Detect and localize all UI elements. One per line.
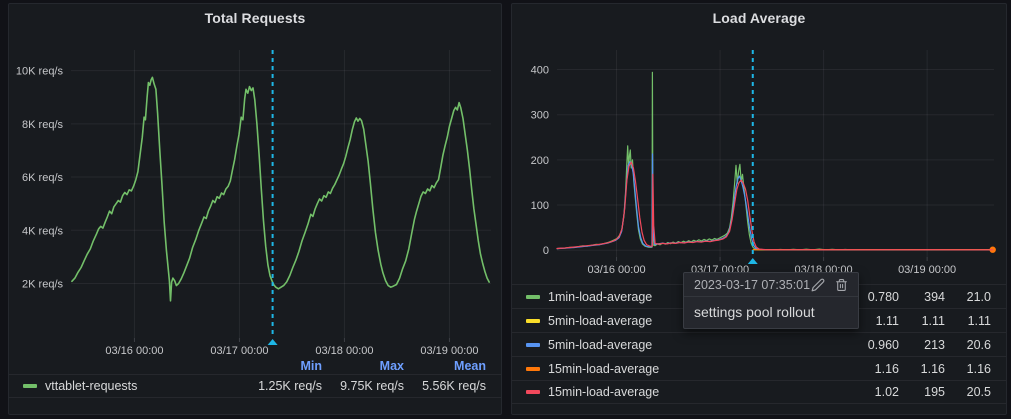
- legend-header: Min Max Mean: [9, 358, 501, 374]
- series-max: 1.16: [920, 361, 945, 376]
- series-swatch[interactable]: [526, 342, 540, 347]
- svg-text:6K req/s: 6K req/s: [22, 172, 63, 184]
- svg-text:200: 200: [531, 155, 549, 167]
- panel-title-load-average[interactable]: Load Average: [712, 10, 806, 26]
- series-mean: 1.16: [966, 361, 991, 376]
- series-min: 1.11: [875, 313, 899, 328]
- series-name: 1min-load-average: [548, 289, 653, 304]
- annotation-timestamp: 2023-03-17 07:35:01: [694, 278, 811, 292]
- series-swatch[interactable]: [526, 318, 540, 323]
- series-name: 5min-load-average: [548, 313, 653, 328]
- svg-text:4K req/s: 4K req/s: [22, 225, 63, 237]
- series-min: 1.16: [874, 361, 899, 376]
- legend-row-vttablet-requests: vttablet-requests 1.25K req/s 9.75K req/…: [9, 374, 501, 398]
- series-mean: 1.11: [967, 313, 991, 328]
- annotation-tooltip-header: 2023-03-17 07:35:01: [684, 273, 858, 297]
- series-min: 1.25K req/s: [258, 379, 322, 393]
- legend-row-5min-load-average: 5min-load-average 0.960 213 20.6: [512, 332, 1006, 356]
- series-min: 1.02: [874, 385, 899, 399]
- svg-text:400: 400: [531, 65, 549, 77]
- series-mean: 5.56K req/s: [422, 379, 486, 393]
- series-max: 394: [924, 289, 945, 304]
- series-min: 0.960: [867, 337, 899, 352]
- svg-text:2K req/s: 2K req/s: [22, 278, 63, 290]
- series-max: 213: [924, 337, 945, 352]
- svg-text:100: 100: [531, 200, 549, 212]
- series-swatch[interactable]: [23, 384, 37, 388]
- svg-text:300: 300: [531, 110, 549, 122]
- svg-text:03/16 00:00: 03/16 00:00: [105, 345, 163, 357]
- svg-text:03/17 00:00: 03/17 00:00: [210, 345, 268, 357]
- series-max: 1.11: [921, 313, 945, 328]
- annotation-marker[interactable]: [267, 339, 278, 345]
- svg-text:03/19 00:00: 03/19 00:00: [898, 264, 956, 276]
- series-toggle[interactable]: 1min-load-average: [526, 290, 853, 304]
- pencil-icon[interactable]: [811, 278, 825, 292]
- series-max: 195: [924, 385, 945, 399]
- series-toggle[interactable]: 15min-load-average: [526, 362, 853, 376]
- series-name: vttablet-requests: [45, 379, 138, 393]
- legend-col-max[interactable]: Max: [379, 359, 404, 373]
- series-name: 15min-load-average: [548, 361, 660, 376]
- annotation-tooltip: 2023-03-17 07:35:01 settings pool rollou…: [683, 272, 859, 329]
- legend-row-15min-load-average: 15min-load-average 1.02 195 20.5: [512, 380, 1006, 404]
- panel-title-total-requests[interactable]: Total Requests: [204, 10, 306, 26]
- series-toggle[interactable]: vttablet-requests: [23, 379, 240, 393]
- series-mean: 20.5: [966, 385, 991, 399]
- series-swatch[interactable]: [526, 366, 540, 371]
- series-swatch[interactable]: [526, 390, 540, 394]
- series-toggle[interactable]: 5min-load-average: [526, 314, 853, 328]
- svg-text:03/16 00:00: 03/16 00:00: [587, 264, 645, 276]
- series-max: 9.75K req/s: [340, 379, 404, 393]
- svg-text:0: 0: [543, 245, 549, 257]
- series-toggle[interactable]: 15min-load-average: [526, 385, 853, 399]
- legend-row-15min-load-average: 15min-load-average 1.16 1.16 1.16: [512, 356, 1006, 380]
- series-name: 15min-load-average: [548, 385, 660, 399]
- series-name: 5min-load-average: [548, 337, 653, 352]
- panel-load-average: Load Average 0 100 200 300 400 03/16 00:00 03/…: [511, 3, 1007, 415]
- series-swatch[interactable]: [526, 294, 540, 299]
- series-mean: 20.6: [966, 337, 991, 352]
- total-requests-legend: Min Max Mean vttablet-requests 1.25K req…: [9, 358, 501, 398]
- series-toggle[interactable]: 5min-load-average: [526, 338, 853, 352]
- svg-text:8K req/s: 8K req/s: [22, 119, 63, 131]
- load-average-chart[interactable]: 0 100 200 300 400 03/16 00:00 03/17 00:00 03/18…: [512, 32, 1008, 284]
- legend-col-min[interactable]: Min: [300, 359, 322, 373]
- series-min: 0.780: [867, 289, 899, 304]
- total-requests-chart[interactable]: 2K req/s 4K req/s 6K req/s 8K req/s 10K req/…: [9, 32, 503, 358]
- trash-icon[interactable]: [835, 278, 848, 292]
- svg-text:03/18 00:00: 03/18 00:00: [315, 345, 373, 357]
- annotation-text: settings pool rollout: [694, 304, 815, 320]
- svg-text:10K req/s: 10K req/s: [16, 66, 64, 78]
- annotation-marker[interactable]: [747, 258, 758, 264]
- panel-total-requests: Total Requests 2K req/s 4K req/s 6K req/s 8…: [8, 3, 502, 415]
- legend-col-mean[interactable]: Mean: [454, 359, 486, 373]
- series-mean: 21.0: [966, 289, 991, 304]
- svg-text:03/19 00:00: 03/19 00:00: [420, 345, 478, 357]
